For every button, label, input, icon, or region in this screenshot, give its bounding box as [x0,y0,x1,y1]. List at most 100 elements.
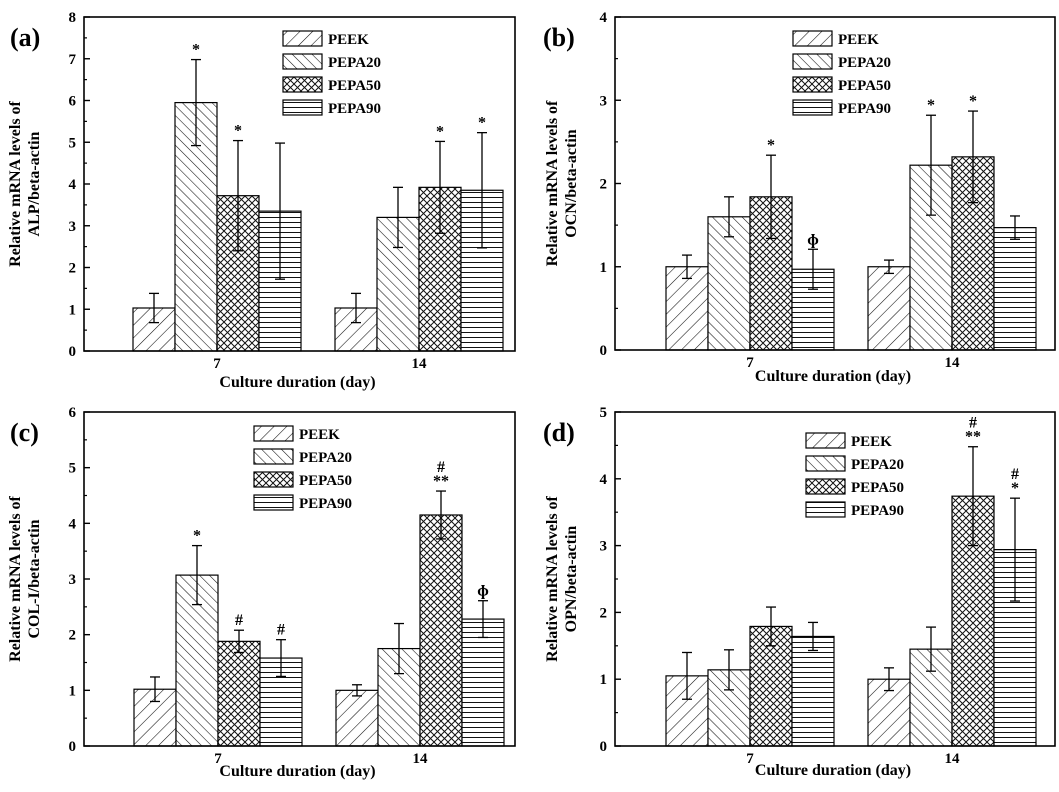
legend-swatch-pepa50 [253,471,294,488]
bar-pepa90 [461,618,505,747]
y-tick-label: 2 [600,177,608,193]
y-tick-label: 2 [69,261,77,277]
significance-mark: * [969,93,977,110]
significance-mark: # [235,612,243,629]
bar-pepa90 [791,635,835,747]
legend: PEEK PEPA20 PEPA50 PEPA90 [282,30,381,117]
legend-swatch-pepa20 [805,455,846,472]
legend-swatch-pepa20 [253,448,294,465]
legend-swatch-pepa90 [282,99,323,116]
y-tick-label: 5 [600,405,608,421]
legend-swatch-peek [253,425,294,442]
y-axis-title: Relative mRNA levels of [7,100,24,266]
panel-1: * * * ɸ 0 1 2 3 4 7 14 Culture duration (day) Relati… [543,10,1056,385]
y-tick-label: 0 [69,344,77,360]
y-tick-label: 4 [69,516,77,532]
x-tick-label: 7 [746,751,754,767]
y-tick-label: 3 [600,93,608,109]
legend-label-peek: PEEK [851,434,892,450]
significance-mark: * [192,42,200,59]
x-axis-title: Culture duration (day) [755,368,911,385]
y-tick-label: 1 [69,302,77,318]
significance-mark: # [1011,466,1019,483]
legend-swatch-pepa90 [253,494,294,511]
panel-label: (a) [10,23,40,52]
y-tick-label: 5 [69,461,77,477]
y-tick-label: 5 [69,135,77,151]
significance-mark: ** [965,429,981,446]
y-tick-label: 3 [69,572,77,588]
y-axis-title: ALP/beta-actin [26,131,43,236]
y-axis-title: OPN/beta-actin [563,526,580,633]
legend-swatch-pepa50 [282,76,323,93]
legend-label-pepa20: PEPA20 [328,55,381,71]
y-tick-label: 7 [69,52,77,68]
x-axis-title: Culture duration (day) [219,763,375,780]
bar-pepa50 [217,640,261,747]
significance-mark: ɸ [807,231,819,248]
significance-mark: # [277,622,285,639]
significance-mark: * [767,137,775,154]
y-tick-label: 1 [69,683,77,699]
legend-label-pepa50: PEPA50 [838,78,891,94]
y-tick-label: 0 [600,739,608,755]
legend-label-pepa90: PEPA90 [838,101,891,117]
legend-label-pepa20: PEPA20 [838,55,891,71]
legend-label-pepa90: PEPA90 [851,503,904,519]
legend-label-pepa20: PEPA20 [299,450,352,466]
x-axis-title: Culture duration (day) [219,374,375,391]
significance-mark: ** [433,473,449,490]
y-tick-label: 0 [69,739,77,755]
legend-label-peek: PEEK [299,427,340,443]
legend-swatch-pepa90 [805,501,846,518]
x-axis-title: Culture duration (day) [755,762,911,779]
legend-swatch-pepa50 [792,76,833,93]
y-tick-label: 6 [69,94,77,110]
y-tick-label: 4 [600,10,608,26]
legend: PEEK PEPA20 PEPA50 PEPA90 [253,425,352,512]
y-tick-label: 3 [600,539,608,555]
legend-label-pepa50: PEPA50 [328,78,381,94]
significance-mark: * [927,97,935,114]
significance-mark: * [193,528,201,545]
y-tick-label: 6 [69,405,77,421]
legend: PEEK PEPA20 PEPA50 PEPA90 [792,30,891,117]
legend-label-peek: PEEK [838,32,879,48]
x-tick-label: 7 [746,355,754,371]
panel-label: (d) [543,418,575,447]
significance-mark: * [1011,480,1019,497]
y-tick-label: 2 [600,605,608,621]
legend-label-pepa50: PEPA50 [851,480,904,496]
bar-pepa50 [419,514,463,747]
legend-label-peek: PEEK [328,32,369,48]
x-tick-label: 14 [412,356,428,372]
y-tick-label: 8 [69,10,77,26]
panel-0: * * * * 0 1 2 3 4 5 6 7 8 7 14 Culture duration (day) Re… [7,10,516,391]
y-tick-label: 4 [600,472,608,488]
legend-swatch-pepa20 [792,53,833,70]
x-tick-label: 7 [214,751,222,767]
significance-mark: ɸ [477,583,489,600]
y-tick-label: 0 [600,343,608,359]
x-tick-label: 14 [945,355,961,371]
y-axis-title: COL-I/beta-actin [26,519,43,638]
significance-mark: # [969,415,977,432]
y-axis-title: Relative mRNA levels of [544,100,561,266]
y-axis-title: Relative mRNA levels of [544,495,561,661]
y-tick-label: 4 [69,177,77,193]
legend-label-pepa90: PEPA90 [299,496,352,512]
significance-mark: * [234,123,242,140]
y-axis-title: Relative mRNA levels of [7,495,24,661]
x-tick-label: 14 [413,751,429,767]
bar-peek [335,689,379,747]
x-tick-label: 14 [945,751,961,767]
bar-peek [867,266,911,351]
legend-swatch-pepa20 [282,53,323,70]
legend-label-pepa20: PEPA20 [851,457,904,473]
y-tick-label: 1 [600,260,608,276]
significance-mark: # [437,459,445,476]
